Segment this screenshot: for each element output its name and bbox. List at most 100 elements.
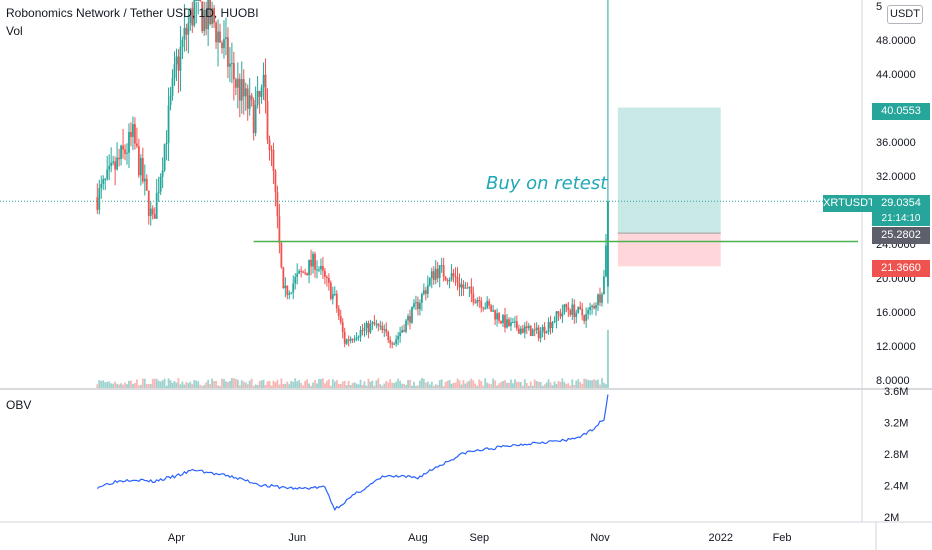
candle-body — [422, 290, 425, 294]
volume-bar — [543, 384, 546, 388]
candle-body — [246, 88, 249, 109]
volume-bar — [322, 378, 324, 388]
candle-body — [553, 321, 556, 323]
volume-bar — [426, 381, 429, 388]
volume-bar — [284, 383, 287, 388]
candle-body — [300, 270, 303, 272]
candle-body — [310, 259, 312, 267]
volume-bar — [519, 382, 522, 388]
candle-body — [112, 161, 115, 163]
time-axis-label: Apr — [168, 532, 185, 544]
volume-bar — [555, 384, 558, 388]
candle-body — [561, 312, 564, 317]
candle-body — [100, 184, 103, 189]
volume-bar — [312, 382, 314, 388]
candle-body — [286, 285, 289, 295]
candle-body — [266, 101, 269, 140]
candle-body — [126, 152, 128, 154]
candle-body — [454, 276, 457, 278]
volume-bar — [563, 381, 566, 388]
volume-bar — [436, 384, 439, 388]
volume-bar — [539, 381, 542, 388]
volume-bar — [130, 380, 132, 388]
volume-bar — [411, 385, 413, 388]
volume-bar — [199, 384, 202, 388]
candle-body — [102, 179, 105, 185]
volume-bar — [339, 383, 342, 388]
volume-bar — [508, 382, 510, 388]
candle-body — [523, 326, 526, 333]
candle-body — [230, 63, 233, 65]
volume-bar — [205, 382, 208, 388]
volume-bar — [468, 380, 471, 388]
volume-bar — [234, 378, 237, 388]
volume-bar — [118, 384, 120, 388]
candle-body — [298, 270, 301, 274]
volume-bar — [185, 381, 188, 388]
candle-body — [329, 282, 332, 299]
chart-title: Robonomics Network / Tether USD, 1D, HUO… — [6, 6, 259, 20]
volume-bar — [440, 379, 443, 388]
candle-body — [207, 0, 210, 30]
volume-bar — [244, 382, 247, 388]
candle-body — [215, 22, 217, 43]
volume-bar — [523, 379, 526, 388]
candle-body — [292, 283, 295, 293]
candle-body — [274, 170, 277, 193]
candle-body — [347, 339, 350, 341]
volume-bar — [577, 379, 580, 388]
candle-body — [244, 88, 247, 97]
candle-body — [575, 312, 578, 318]
candle-body — [519, 328, 522, 334]
currency-unit-button[interactable]: USDT — [887, 5, 923, 24]
candle-body — [391, 343, 394, 345]
candle-body — [331, 294, 334, 299]
candle-body — [555, 311, 558, 322]
candle-body — [197, 0, 200, 1]
candle-body — [371, 322, 374, 324]
candle-body — [426, 285, 429, 294]
volume-bar — [288, 384, 291, 388]
candle-body — [440, 265, 443, 267]
volume-bar — [141, 378, 144, 388]
candle-body — [314, 253, 316, 270]
volume-bar — [480, 380, 483, 388]
volume-bar — [448, 379, 451, 388]
volume-bar — [417, 385, 419, 388]
volume-bar — [527, 385, 530, 388]
candle-body — [324, 270, 326, 277]
volume-bar — [397, 378, 400, 388]
candle-body — [547, 321, 550, 332]
volume-bar — [422, 378, 425, 388]
candle-body — [201, 1, 204, 32]
candle-body — [377, 323, 380, 326]
volume-bar — [341, 381, 344, 388]
candle-body — [345, 339, 348, 344]
candle-body — [260, 87, 263, 97]
volume-bar — [286, 381, 289, 388]
candle-body — [106, 169, 109, 179]
candle-body — [444, 276, 447, 281]
volume-bar — [157, 380, 160, 388]
candle-body — [517, 328, 520, 334]
volume-bar — [112, 383, 115, 388]
obv-axis-label: 2.8M — [884, 449, 908, 461]
candle-body — [367, 322, 370, 333]
candle-body — [219, 31, 221, 43]
volume-bar — [496, 385, 498, 388]
candle-body — [543, 326, 546, 334]
volume-bar — [209, 384, 212, 388]
candle-body — [149, 208, 152, 217]
volume-bar — [238, 385, 241, 388]
candle-body — [537, 327, 540, 339]
candle-body — [488, 301, 491, 306]
volume-bar — [484, 378, 487, 388]
price-axis-label: 8.0000 — [876, 375, 910, 387]
candle-body — [185, 27, 188, 35]
volume-bar — [533, 379, 536, 388]
candle-body — [290, 292, 293, 294]
volume-bar — [579, 381, 582, 388]
volume-bar — [143, 378, 146, 388]
candle-body — [351, 338, 354, 340]
